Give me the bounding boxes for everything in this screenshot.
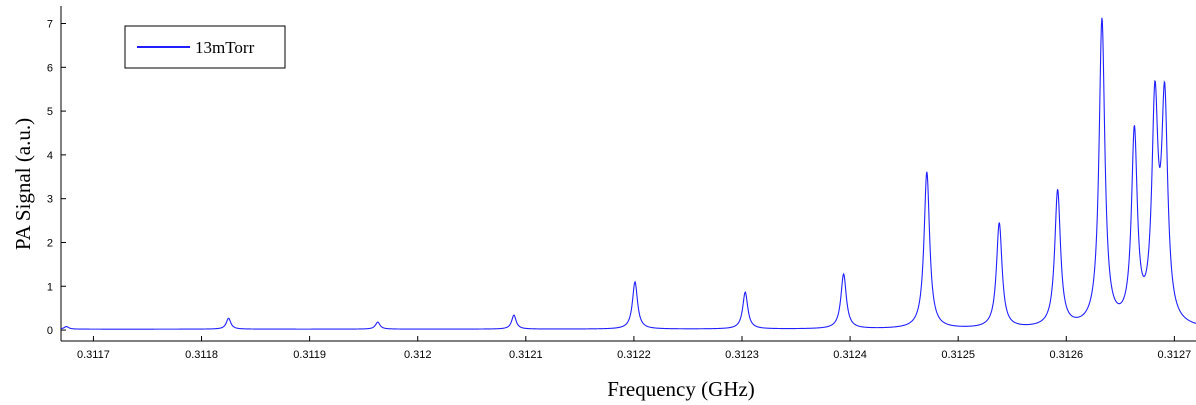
legend: 13mTorr [124, 25, 286, 69]
x-axis: 0.3117 0.3118 0.3119 0.312 0.3121 0.3122 0.312… [77, 336, 1191, 361]
x-axis-title: Frequency (GHz) [607, 377, 755, 401]
y-axis-title: PA Signal (a.u.) [11, 118, 35, 250]
x-tick-label: 0.3126 [1049, 349, 1083, 361]
x-tick-label: 0.3118 [185, 349, 218, 361]
x-tick-label: 0.3127 [1158, 349, 1192, 361]
x-tick-label: 0.3119 [293, 349, 326, 361]
series-line-13mtorr [60, 17, 1196, 330]
x-tick-label: 0.3123 [725, 349, 759, 361]
x-tick-label: 0.3121 [509, 349, 543, 361]
y-tick-label: 7 [47, 19, 53, 31]
x-tick-label: 0.3122 [617, 349, 651, 361]
y-axis: 0 1 2 3 4 5 6 7 [47, 19, 66, 337]
y-tick-label: 6 [47, 62, 53, 74]
legend-label-13mtorr: 13mTorr [195, 38, 255, 57]
x-tick-label: 0.3124 [833, 349, 867, 361]
y-tick-label: 2 [47, 237, 53, 249]
y-tick-label: 4 [47, 150, 53, 162]
y-tick-label: 0 [47, 325, 53, 337]
x-tick-label: 0.3125 [941, 349, 975, 361]
x-tick-label: 0.312 [404, 349, 432, 361]
x-tick-label: 0.3117 [77, 349, 110, 361]
y-tick-label: 5 [47, 106, 53, 118]
plot-area [60, 6, 1196, 342]
series-layer [60, 17, 1196, 330]
y-tick-label: 1 [47, 281, 53, 293]
y-tick-label: 3 [47, 194, 53, 206]
